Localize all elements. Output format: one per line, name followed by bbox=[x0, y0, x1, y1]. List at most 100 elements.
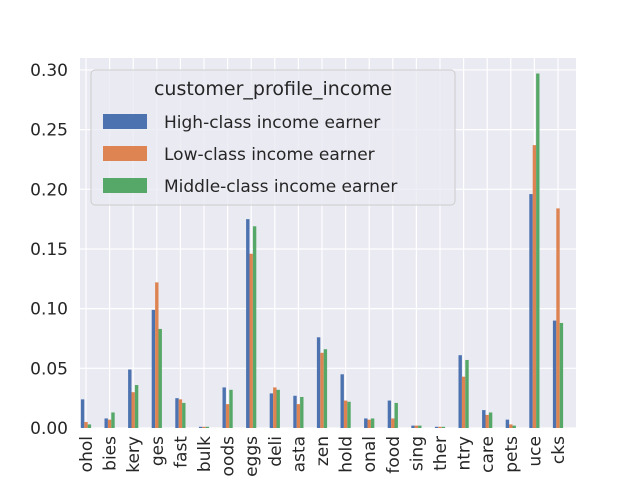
bar bbox=[347, 401, 351, 428]
bar bbox=[414, 425, 419, 428]
bar bbox=[131, 392, 135, 428]
y-tick-label: 0.10 bbox=[30, 300, 68, 320]
bar bbox=[175, 398, 179, 428]
bar bbox=[367, 419, 371, 428]
x-tick-label: oods bbox=[219, 436, 239, 477]
bar bbox=[364, 418, 368, 428]
bar bbox=[552, 320, 557, 428]
bar bbox=[434, 426, 439, 428]
y-tick-label: 0.15 bbox=[30, 240, 68, 260]
bar bbox=[529, 194, 533, 428]
legend-swatch bbox=[103, 146, 147, 161]
x-tick-label: asta bbox=[289, 436, 309, 472]
bar bbox=[198, 426, 203, 428]
bar bbox=[276, 389, 280, 428]
y-axis-ticks: 0.00 0.05 0.10 0.15 0.20 0.25 0.30 bbox=[30, 61, 68, 439]
bar bbox=[482, 410, 486, 428]
bar bbox=[252, 226, 257, 428]
y-tick-label: 0.20 bbox=[30, 180, 68, 200]
x-tick-label: uce bbox=[525, 436, 545, 467]
bar bbox=[411, 425, 415, 428]
x-tick-label: zen bbox=[313, 436, 333, 466]
x-tick-label: sing bbox=[407, 436, 427, 471]
bar bbox=[532, 145, 537, 428]
legend-swatch bbox=[103, 114, 147, 129]
bar bbox=[488, 412, 493, 428]
bar bbox=[269, 393, 274, 428]
x-tick-label: ntry bbox=[455, 436, 475, 471]
bar bbox=[300, 396, 304, 428]
bar bbox=[134, 385, 139, 428]
x-tick-label: hold bbox=[337, 436, 357, 473]
legend-items: High-class income earner Low-class income… bbox=[103, 113, 397, 197]
bar bbox=[182, 402, 186, 428]
bar bbox=[465, 359, 469, 428]
bar bbox=[229, 389, 233, 428]
x-tick-label: bies bbox=[101, 436, 121, 471]
x-tick-label: fast bbox=[171, 436, 191, 468]
x-tick-label: kery bbox=[124, 436, 144, 473]
bar bbox=[202, 426, 206, 428]
bar bbox=[246, 219, 250, 428]
bar bbox=[316, 337, 321, 428]
x-axis-ticks: ohol bies kery ges fast bulk oods eggs deli asta z… bbox=[77, 436, 569, 477]
x-tick-label: care bbox=[478, 436, 498, 473]
bar bbox=[340, 374, 344, 428]
x-tick-label: cks bbox=[549, 436, 569, 464]
bar bbox=[249, 253, 253, 428]
bar bbox=[205, 426, 210, 428]
bar bbox=[225, 404, 230, 428]
bar bbox=[84, 422, 88, 428]
bar bbox=[559, 322, 564, 428]
bar bbox=[505, 419, 510, 428]
x-tick-label: ges bbox=[148, 436, 168, 466]
bar bbox=[111, 412, 115, 428]
x-tick-label: eggs bbox=[242, 436, 262, 477]
bar bbox=[556, 208, 560, 428]
bar bbox=[104, 418, 108, 428]
bar bbox=[293, 395, 297, 428]
x-tick-label: ther bbox=[431, 436, 451, 471]
bar bbox=[87, 424, 92, 428]
x-tick-label: ohol bbox=[77, 436, 97, 472]
bar bbox=[536, 73, 540, 429]
bar bbox=[222, 387, 226, 428]
bar bbox=[158, 328, 162, 428]
bar bbox=[370, 418, 375, 428]
bar bbox=[441, 426, 446, 428]
bar bbox=[438, 426, 442, 428]
y-tick-label: 0.05 bbox=[30, 359, 68, 379]
bar bbox=[512, 425, 516, 428]
bar bbox=[343, 400, 348, 428]
bar bbox=[458, 355, 462, 428]
legend-label: Middle-class income earner bbox=[164, 177, 397, 197]
bar bbox=[155, 282, 159, 428]
bars-group bbox=[80, 73, 564, 429]
bar bbox=[323, 349, 328, 428]
bar bbox=[80, 399, 85, 428]
legend: customer_profile_income High-class incom… bbox=[90, 69, 456, 206]
bar bbox=[509, 424, 513, 428]
bar bbox=[391, 418, 395, 428]
bar bbox=[273, 387, 277, 428]
bar bbox=[394, 402, 398, 428]
bar bbox=[320, 352, 324, 428]
legend-swatch bbox=[103, 178, 147, 193]
bar bbox=[128, 369, 132, 428]
bar bbox=[418, 425, 422, 428]
x-tick-label: food bbox=[384, 436, 404, 474]
bar bbox=[485, 414, 489, 428]
x-tick-label: bulk bbox=[195, 436, 215, 472]
bar bbox=[461, 376, 466, 428]
legend-box bbox=[90, 69, 456, 206]
y-tick-label: 0.00 bbox=[30, 419, 68, 439]
y-tick-label: 0.30 bbox=[30, 61, 68, 81]
x-tick-label: onal bbox=[360, 436, 380, 472]
bar bbox=[387, 400, 392, 428]
legend-label: Low-class income earner bbox=[164, 145, 375, 165]
bar bbox=[151, 309, 156, 428]
bar bbox=[107, 419, 112, 428]
bar bbox=[178, 399, 183, 428]
x-tick-label: pets bbox=[502, 436, 522, 473]
